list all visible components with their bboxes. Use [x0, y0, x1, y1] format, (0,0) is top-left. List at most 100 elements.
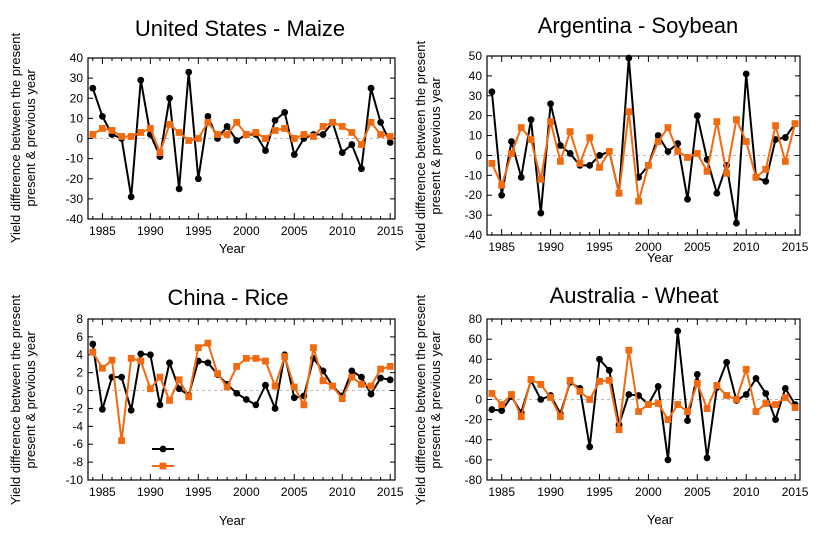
x-tick-label: 2005	[281, 485, 308, 499]
data-point	[98, 125, 106, 132]
data-point	[693, 150, 701, 157]
data-point	[89, 131, 97, 138]
data-point	[498, 401, 506, 408]
data-point	[233, 119, 241, 126]
data-point	[386, 133, 394, 140]
data-point	[166, 396, 173, 404]
data-point	[762, 177, 770, 185]
data-point	[127, 406, 135, 414]
data-point	[674, 401, 682, 408]
data-point	[319, 123, 327, 130]
data-point	[329, 119, 337, 126]
data-point	[386, 376, 394, 384]
data-point	[137, 350, 145, 358]
data-point	[508, 391, 515, 398]
data-point	[488, 88, 496, 96]
data-point	[596, 163, 603, 171]
data-point	[386, 363, 394, 370]
x-tick-label: 1995	[586, 485, 613, 499]
data-point	[338, 149, 346, 156]
x-tick-label: 2010	[733, 485, 760, 499]
data-point	[175, 129, 183, 136]
y-tick-label: 0	[76, 132, 83, 146]
data-point	[625, 108, 633, 116]
y-tick-label: 60	[469, 332, 483, 346]
data-point	[386, 139, 394, 146]
data-point	[664, 456, 672, 464]
data-point	[703, 167, 711, 175]
data-point	[566, 128, 574, 135]
data-point	[781, 385, 789, 392]
series-line	[491, 330, 796, 461]
data-point	[586, 161, 594, 169]
data-point	[281, 125, 289, 132]
data-point	[644, 161, 652, 169]
data-point	[146, 125, 154, 132]
y-tick-label: 2	[76, 366, 83, 380]
y-tick-label: 20	[469, 109, 483, 123]
data-point	[310, 344, 317, 352]
series-line	[490, 57, 796, 224]
x-tick-label: 1990	[137, 485, 164, 499]
data-point	[654, 138, 662, 145]
data-point	[498, 191, 506, 199]
data-point	[127, 193, 135, 201]
data-point	[508, 150, 515, 157]
data-point	[791, 404, 799, 411]
data-point	[319, 131, 327, 138]
panel-australia-wheat: Australia - Wheat -80 -60 -40 -20 0 20 40 60 80 1…	[413, 283, 809, 527]
y-tick-label: -8	[72, 455, 83, 469]
data-point	[252, 354, 260, 362]
data-point	[358, 373, 365, 381]
data-point	[89, 340, 97, 348]
data-point	[781, 134, 789, 141]
data-point	[290, 151, 298, 159]
y-tick-label: 10	[70, 111, 84, 125]
data-point	[194, 175, 202, 183]
plot-frame	[486, 55, 801, 236]
data-point	[547, 394, 554, 401]
data-point	[615, 426, 623, 434]
data-point	[194, 344, 202, 352]
data-point	[223, 383, 231, 391]
data-point	[290, 394, 298, 402]
y-tick-label: 80	[469, 312, 483, 326]
panel-title: Argentina - Soybean	[538, 13, 739, 38]
data-point	[596, 152, 603, 159]
data-point	[664, 148, 672, 155]
data-point	[377, 119, 385, 126]
x-tick-label: 1985	[89, 224, 116, 238]
data-point	[527, 116, 535, 124]
data-point	[684, 417, 691, 425]
data-point	[781, 158, 789, 165]
data-point	[488, 390, 496, 397]
data-point	[242, 131, 250, 138]
data-point	[290, 383, 298, 391]
data-point	[262, 357, 269, 365]
data-point	[204, 112, 212, 120]
data-point	[498, 407, 506, 414]
y-tick-label: -40	[465, 433, 483, 447]
y-tick-label: -60	[465, 453, 483, 467]
data-point	[723, 392, 731, 399]
y-axis-label: Yield difference between the presentpres…	[8, 294, 38, 505]
data-point	[338, 123, 346, 130]
data-point	[271, 382, 279, 390]
x-tick-label: 1990	[537, 485, 564, 499]
y-tick-label: 10	[469, 129, 483, 143]
data-point	[781, 394, 789, 401]
data-point	[271, 405, 279, 412]
series-line	[91, 72, 392, 198]
legend-marker	[159, 445, 167, 453]
x-tick-label: 1995	[185, 485, 212, 499]
panel-argentina-soybean: Argentina - Soybean -40 -30 -20 -10 0 10 20 30 4…	[413, 13, 809, 265]
y-tick-label: -2	[72, 401, 83, 415]
data-point	[377, 365, 385, 373]
x-tick-label: 2000	[635, 240, 662, 254]
data-point	[693, 370, 701, 378]
data-point	[137, 76, 145, 84]
data-point	[156, 373, 164, 381]
data-point	[252, 129, 260, 136]
data-point	[242, 396, 250, 403]
data-point	[118, 437, 125, 445]
